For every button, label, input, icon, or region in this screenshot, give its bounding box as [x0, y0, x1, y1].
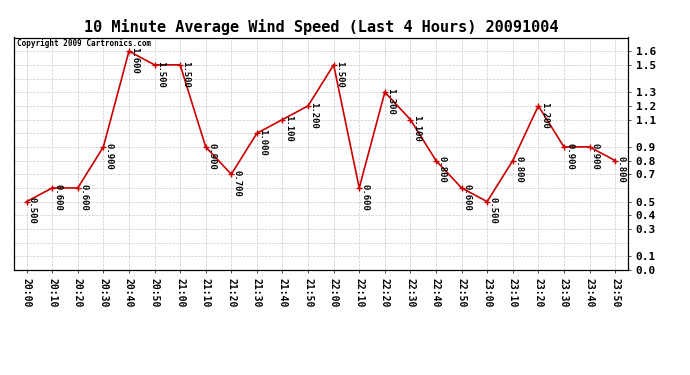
Text: 1.500: 1.500 — [181, 61, 190, 87]
Text: 0.500: 0.500 — [489, 198, 497, 224]
Text: 0.600: 0.600 — [463, 184, 472, 211]
Text: 0.900: 0.900 — [591, 143, 600, 170]
Text: 1.500: 1.500 — [156, 61, 165, 87]
Text: 0.800: 0.800 — [514, 156, 523, 183]
Text: 1.300: 1.300 — [386, 88, 395, 115]
Text: 0.900: 0.900 — [565, 143, 574, 170]
Text: Copyright 2009 Cartronics.com: Copyright 2009 Cartronics.com — [17, 39, 151, 48]
Text: 0.600: 0.600 — [54, 184, 63, 211]
Text: 0.700: 0.700 — [233, 170, 241, 197]
Text: 0.900: 0.900 — [105, 143, 114, 170]
Text: 1.100: 1.100 — [412, 116, 421, 142]
Text: 1.100: 1.100 — [284, 116, 293, 142]
Text: 1.000: 1.000 — [258, 129, 267, 156]
Text: 0.600: 0.600 — [79, 184, 88, 211]
Text: 0.800: 0.800 — [616, 156, 626, 183]
Text: 0.600: 0.600 — [361, 184, 370, 211]
Text: 0.900: 0.900 — [207, 143, 216, 170]
Title: 10 Minute Average Wind Speed (Last 4 Hours) 20091004: 10 Minute Average Wind Speed (Last 4 Hou… — [83, 19, 558, 35]
Text: 1.200: 1.200 — [309, 102, 319, 129]
Text: 1.200: 1.200 — [540, 102, 549, 129]
Text: 0.800: 0.800 — [437, 156, 446, 183]
Text: 0.500: 0.500 — [28, 198, 37, 224]
Text: 1.500: 1.500 — [335, 61, 344, 87]
Text: 1.600: 1.600 — [130, 47, 139, 74]
